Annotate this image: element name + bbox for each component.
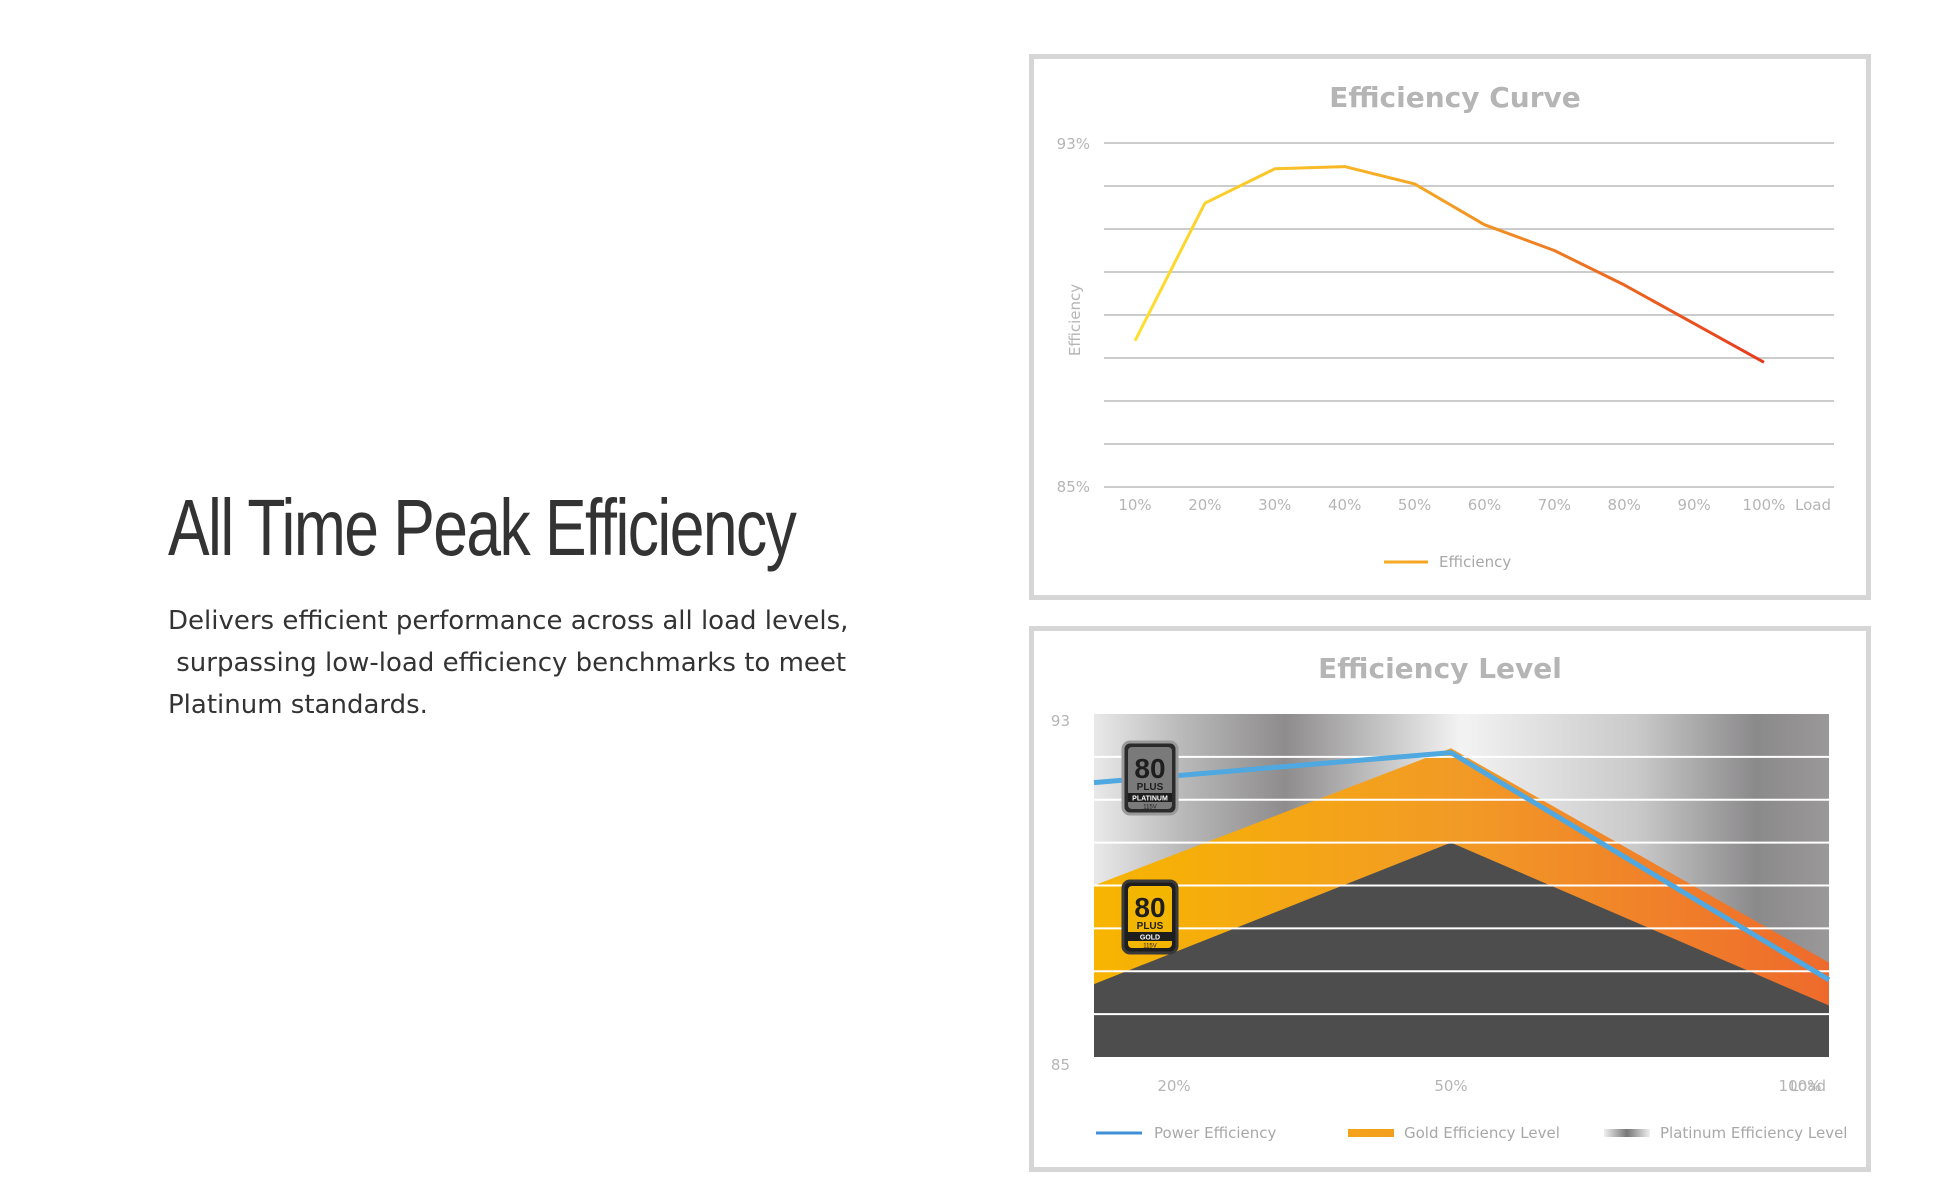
legend-swatch-gold-efficiency-level xyxy=(1348,1129,1394,1137)
y-tick-label: 93% xyxy=(1057,135,1090,153)
badge-plus: PLUS xyxy=(1137,782,1164,793)
x-tick-label: 50% xyxy=(1434,1077,1467,1095)
chart-title: Efficiency Level xyxy=(1318,652,1562,685)
efficiency-curve-chart: Efficiency Curve 93% 85% Efficiency 10% 2… xyxy=(1057,81,1834,571)
description-line: surpassing low-load efficiency benchmark… xyxy=(168,648,847,678)
x-tick-label: 20% xyxy=(1188,496,1221,514)
80-plus-gold-badge: 80 PLUS GOLD 115V xyxy=(1121,879,1179,955)
grid xyxy=(1104,142,1834,488)
series-line-power-efficiency xyxy=(1093,750,1831,982)
x-axis-label: Load xyxy=(1795,496,1831,514)
badge-tier: PLATINUM xyxy=(1132,796,1168,803)
description-line: Platinum standards. xyxy=(168,690,428,720)
y-tick-label: 85% xyxy=(1057,478,1090,496)
badge-tier: GOLD xyxy=(1140,935,1160,942)
chart-title: Efficiency Curve xyxy=(1329,81,1581,114)
80-plus-platinum-badge: 80 PLUS PLATINUM 115V xyxy=(1121,740,1179,816)
description-line: Delivers efficient performance across al… xyxy=(168,606,849,636)
x-tick-label: 60% xyxy=(1468,496,1501,514)
y-tick-label: 93 xyxy=(1051,712,1070,730)
x-tick-labels: 10% 20% 30% 40% 50% 60% 70% 80% 90% 100% xyxy=(1118,496,1785,514)
x-tick-labels: 20% 50% 100% xyxy=(1157,1077,1821,1095)
x-tick-label: 70% xyxy=(1538,496,1571,514)
efficiency-level-chart: Efficiency Level 80 PLUS PLATINUM 115V 8… xyxy=(1051,652,1848,1142)
x-tick-label: 100% xyxy=(1779,1077,1822,1095)
y-tick-label: 85 xyxy=(1051,1056,1070,1074)
efficiency-curve-panel: Efficiency Curve 93% 85% Efficiency 10% 2… xyxy=(1029,54,1871,600)
headline: All Time Peak Efficiency xyxy=(168,483,797,572)
legend-label-gold-efficiency-level: Gold Efficiency Level xyxy=(1404,1124,1560,1142)
x-tick-label: 100% xyxy=(1743,496,1786,514)
badge-voltage: 115V xyxy=(1143,944,1157,950)
x-tick-label: 50% xyxy=(1398,496,1431,514)
badge-voltage: 115V xyxy=(1143,805,1157,811)
efficiency-level-panel: Efficiency Level 80 PLUS PLATINUM 115V 8… xyxy=(1029,626,1871,1172)
legend-label-efficiency: Efficiency xyxy=(1439,553,1511,571)
series-line-efficiency xyxy=(1133,165,1765,364)
legend-label-platinum-efficiency-level: Platinum Efficiency Level xyxy=(1660,1124,1847,1142)
x-axis-label: Load xyxy=(1790,1077,1826,1095)
x-tick-label: 90% xyxy=(1677,496,1710,514)
x-tick-label: 30% xyxy=(1258,496,1291,514)
x-tick-label: 80% xyxy=(1608,496,1641,514)
legend-swatch-platinum-efficiency-level xyxy=(1604,1129,1650,1137)
baseline-area xyxy=(1094,842,1829,1057)
x-tick-label: 40% xyxy=(1328,496,1361,514)
description: Delivers efficient performance across al… xyxy=(168,600,888,726)
badge-number: 80 xyxy=(1134,892,1165,923)
y-axis-label: Efficiency xyxy=(1066,284,1084,356)
x-tick-label: 10% xyxy=(1118,496,1151,514)
legend-label-power-efficiency: Power Efficiency xyxy=(1154,1124,1276,1142)
badge-plus: PLUS xyxy=(1137,921,1164,932)
badge-number: 80 xyxy=(1134,753,1165,784)
x-tick-label: 20% xyxy=(1157,1077,1190,1095)
